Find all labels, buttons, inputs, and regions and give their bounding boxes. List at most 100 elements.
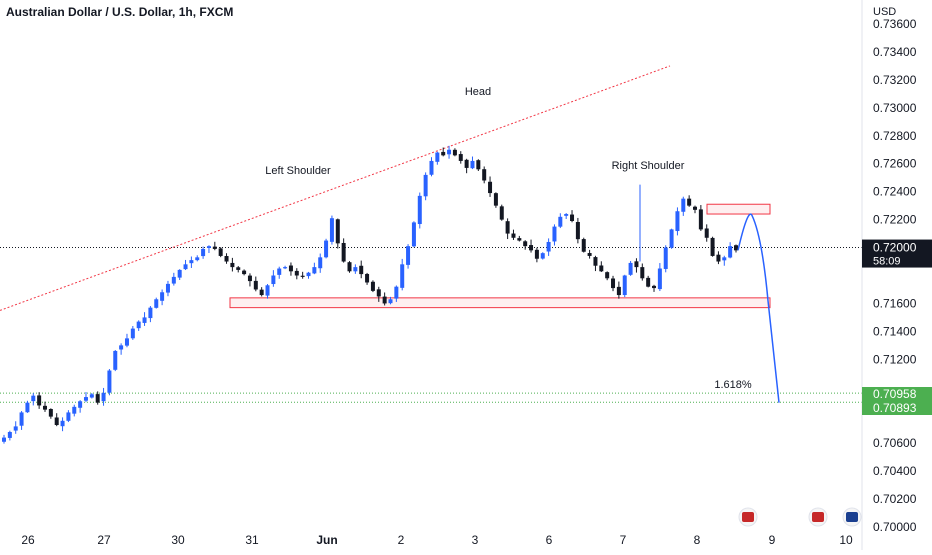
current-price-label: 0.72000 <box>873 241 917 255</box>
candle-body <box>423 174 428 197</box>
candle-body <box>136 321 141 329</box>
x-tick-label: 9 <box>769 533 776 547</box>
candle-body <box>558 216 563 227</box>
current-price-badge <box>862 239 932 268</box>
candle-body <box>160 292 165 301</box>
candle-body <box>669 229 674 248</box>
candle-body <box>312 267 317 274</box>
candle-body <box>247 275 252 282</box>
zones <box>229 203 771 309</box>
candle-body <box>687 198 692 206</box>
x-tick-label: 3 <box>472 533 479 547</box>
candle-body <box>734 245 738 251</box>
y-tick-label: 0.71200 <box>873 352 917 366</box>
candle-body <box>611 278 616 289</box>
candle-body <box>675 211 680 232</box>
x-tick-label: 8 <box>694 533 701 547</box>
candle-body <box>681 198 686 212</box>
left-shoulder-label: Left Shoulder <box>265 165 331 177</box>
candle-body <box>124 338 129 346</box>
candle-body <box>177 269 182 278</box>
candle-body <box>400 264 405 288</box>
candle-body <box>101 392 106 402</box>
candles <box>2 145 738 444</box>
x-tick-label: 10 <box>839 533 853 547</box>
candle-body <box>657 268 662 290</box>
fib-label: 1.618% <box>714 379 752 391</box>
candle-body <box>183 264 188 270</box>
x-tick-label: 30 <box>171 533 185 547</box>
candle-body <box>230 262 235 268</box>
candle-body <box>165 283 170 293</box>
candle-body <box>89 394 94 398</box>
candle-body <box>2 437 6 442</box>
candle-body <box>546 241 551 252</box>
candle-body <box>60 420 65 427</box>
candle-body <box>605 272 610 279</box>
candle-body <box>593 257 598 266</box>
y-tick-label: 0.73000 <box>873 101 917 115</box>
right-shoulder-zone <box>706 203 771 215</box>
candle-body <box>370 281 375 291</box>
currency-label: USD <box>873 6 896 18</box>
candle-body <box>488 181 493 194</box>
time-axis: 26 27 30 31 Jun 2 3 6 7 8 9 10 <box>21 507 862 547</box>
x-tick-label: 7 <box>620 533 627 547</box>
candle-body <box>540 253 545 259</box>
x-tick-label: 31 <box>245 533 259 547</box>
ascending-trendline <box>0 65 671 311</box>
candle-body <box>523 241 528 247</box>
candle-body <box>253 280 258 290</box>
candle-body <box>704 228 709 238</box>
target-label: 0.70958 <box>873 387 917 401</box>
candle-body <box>171 276 176 284</box>
y-tick-label: 0.70000 <box>873 520 917 534</box>
candle-body <box>616 286 621 296</box>
candle-body <box>25 402 30 413</box>
y-tick-label: 0.73400 <box>873 45 917 59</box>
candle-body <box>529 245 534 251</box>
candle-body <box>212 246 217 249</box>
candle-body <box>652 285 657 289</box>
x-tick-label: 2 <box>398 533 405 547</box>
projection-path <box>737 213 780 403</box>
y-tick-label: 0.71400 <box>873 324 917 338</box>
candle-body <box>335 219 340 244</box>
trendline <box>0 65 671 311</box>
candle-body <box>622 275 627 296</box>
y-tick-label: 0.71600 <box>873 296 917 310</box>
candle-body <box>189 260 194 264</box>
candle-body <box>78 401 83 408</box>
flag-icon <box>742 512 754 522</box>
candle-body <box>329 218 334 242</box>
candle-body <box>365 273 370 283</box>
candle-body <box>113 350 118 370</box>
candle-body <box>107 370 112 393</box>
candle-body <box>359 265 364 275</box>
candle-body <box>224 256 229 262</box>
candle-body <box>13 426 18 431</box>
candle-body <box>83 397 88 401</box>
candle-body <box>476 160 481 170</box>
candle-body <box>142 317 147 323</box>
target-label: 0.70893 <box>873 401 917 415</box>
candle-body <box>435 152 440 162</box>
candle-body <box>470 160 475 169</box>
target-badge <box>862 401 932 415</box>
candle-body <box>195 257 200 261</box>
candle-body <box>728 246 733 258</box>
candle-body <box>259 289 264 296</box>
candle-body <box>48 409 53 417</box>
candle-body <box>716 254 721 262</box>
y-tick-label: 0.70600 <box>873 436 917 450</box>
y-tick-label: 0.70200 <box>873 492 917 506</box>
candle-body <box>201 248 206 257</box>
y-tick-label: 0.70400 <box>873 464 917 478</box>
candle-body <box>441 151 446 156</box>
candle-body <box>693 206 698 210</box>
candle-body <box>587 253 592 256</box>
candle-body <box>294 270 299 276</box>
